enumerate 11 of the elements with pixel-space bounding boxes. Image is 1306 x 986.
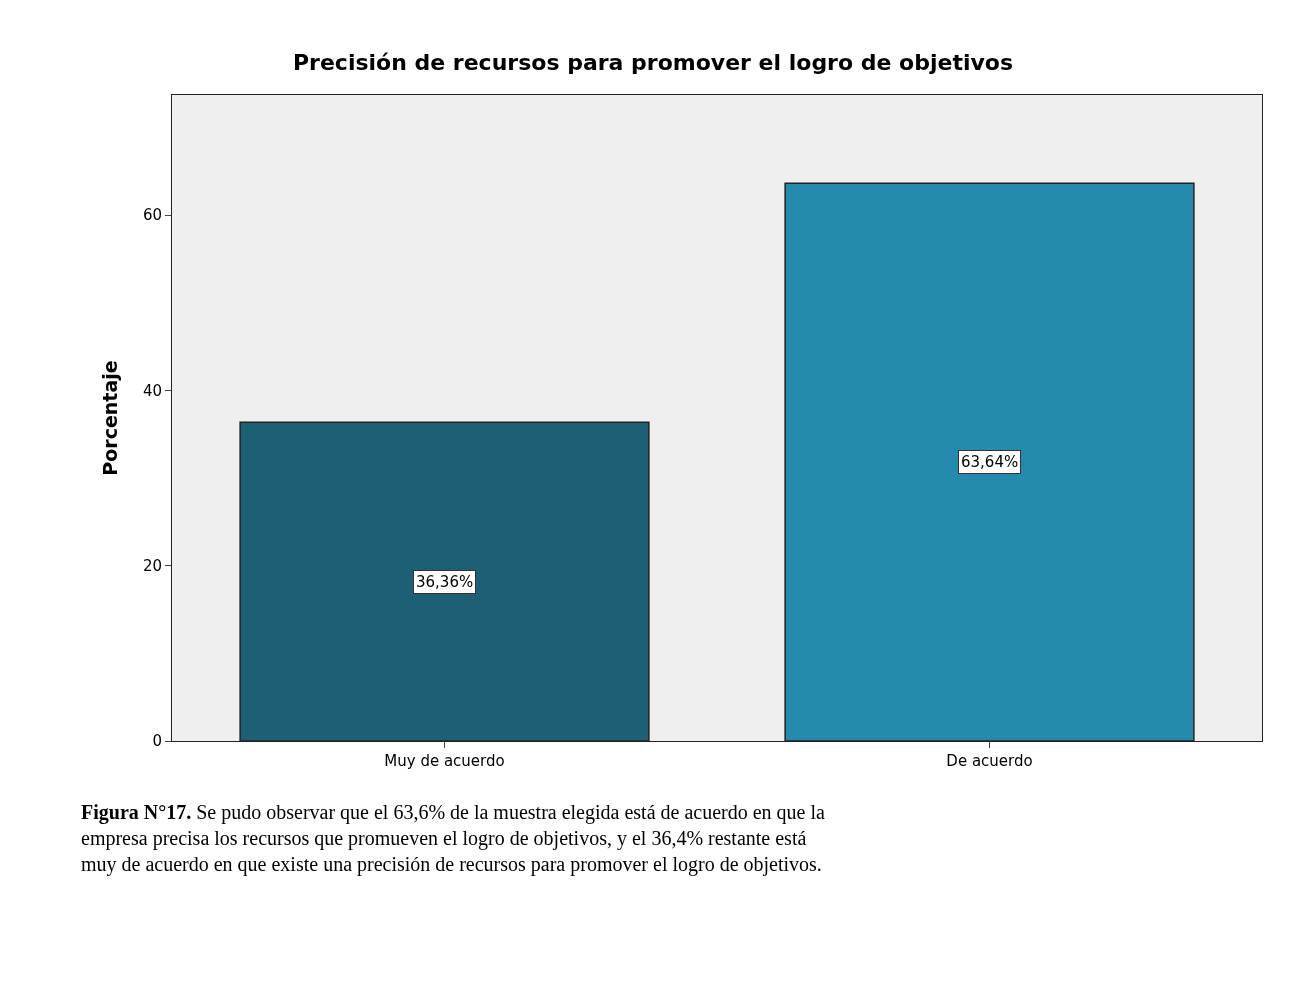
y-tick-label: 0 (152, 732, 162, 751)
x-tick-label: Muy de acuerdo (384, 752, 505, 770)
data-label: 36,36% (416, 573, 474, 591)
y-tick-label: 40 (142, 381, 162, 400)
chart-title: Precisión de recursos para promover el logro de objetivos (292, 49, 1014, 75)
y-tick-label: 60 (142, 206, 162, 225)
x-tick-label: De acuerdo (946, 752, 1033, 770)
text: Figura N°17. Se pudo observar que el 63,6% de la muestra elegida está de acuerdo en que la empresa precisa los recursos que promueven el logro de objetivos, y el 36,4% restante está muy de acuerdo en que existe una precisión de recursos para promover el logro de objetivos. (81, 801, 825, 876)
y-axis-title: Porcentaje (98, 360, 121, 476)
data-label: 63,64% (961, 453, 1019, 471)
y-tick-label: 20 (142, 556, 162, 575)
